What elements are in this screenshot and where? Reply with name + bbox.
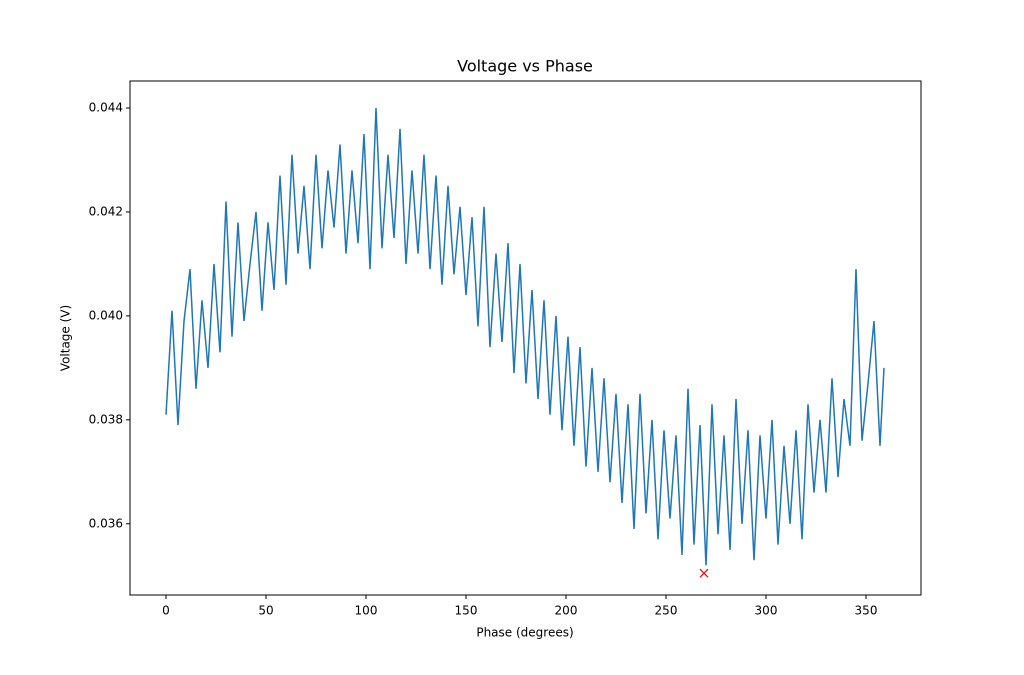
- data-line: [165, 107, 885, 566]
- y-tick-label: 0.044: [89, 101, 123, 115]
- x-tick-label: 100: [355, 604, 378, 618]
- x-axis-label: Phase (degrees): [476, 626, 573, 640]
- x-tick-label: 300: [755, 604, 778, 618]
- plot-frame: [129, 80, 922, 596]
- x-tick-label: 350: [855, 604, 878, 618]
- x-tick-label: 150: [455, 604, 478, 618]
- chart-title: Voltage vs Phase: [457, 57, 593, 76]
- x-tick-label: 250: [655, 604, 678, 618]
- x-marker: [699, 568, 709, 578]
- y-tick-label: 0.036: [89, 516, 123, 530]
- y-tick-label: 0.042: [89, 204, 123, 218]
- y-tick-label: 0.038: [89, 412, 123, 426]
- x-tick-label: 50: [258, 604, 273, 618]
- x-tick-label: 200: [555, 604, 578, 618]
- y-axis-label: Voltage (V): [59, 305, 73, 371]
- y-tick-label: 0.040: [89, 308, 123, 322]
- x-tick-label: 0: [162, 604, 170, 618]
